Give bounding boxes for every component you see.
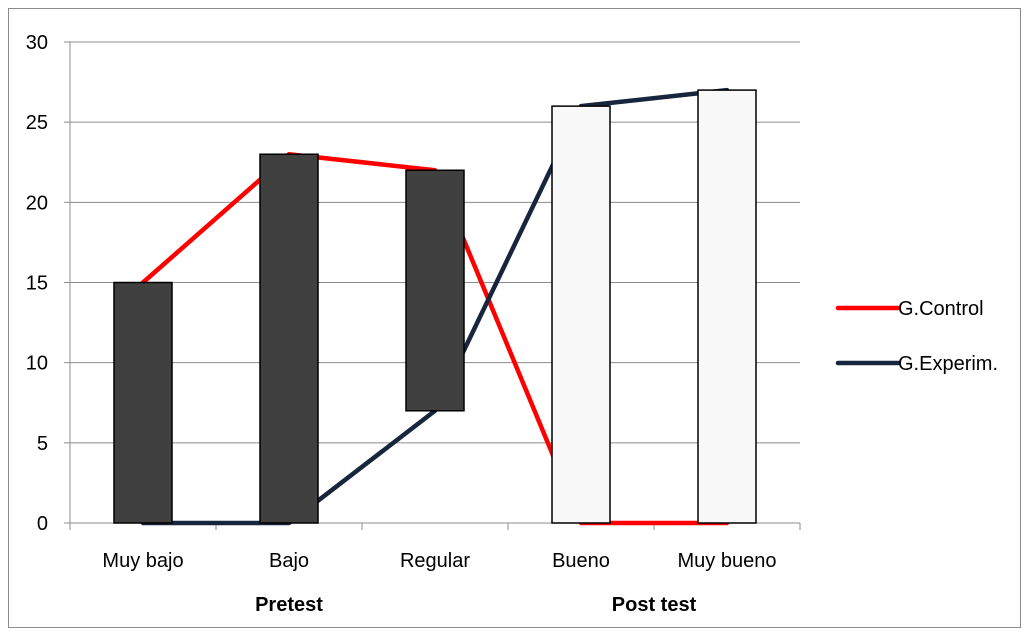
- bar-3: [405, 169, 465, 412]
- legend-label-1: G.Control: [898, 298, 984, 320]
- bar-5: [697, 89, 757, 524]
- x-tick-label-5: Muy bueno: [678, 550, 777, 572]
- x-tick-label-2: Bajo: [269, 550, 309, 572]
- x-tick-label-4: Bueno: [552, 550, 610, 572]
- group-label-1: Pretest: [255, 594, 323, 616]
- y-tick-label-15: 15: [26, 273, 48, 295]
- y-tick-label-0: 0: [37, 513, 48, 535]
- bar-4: [551, 105, 611, 524]
- y-tick-label-30: 30: [26, 32, 48, 54]
- y-tick-label-20: 20: [26, 192, 48, 214]
- x-tick-label-3: Regular: [400, 550, 470, 572]
- x-tick-label-1: Muy bajo: [102, 550, 183, 572]
- bar-1: [113, 281, 173, 524]
- y-tick-label-5: 5: [37, 433, 48, 455]
- bar-2: [259, 153, 319, 524]
- group-label-2: Post test: [612, 594, 697, 616]
- y-tick-label-10: 10: [26, 353, 48, 375]
- y-tick-label-25: 25: [26, 112, 48, 134]
- legend-label-2: G.Experim.: [898, 353, 998, 375]
